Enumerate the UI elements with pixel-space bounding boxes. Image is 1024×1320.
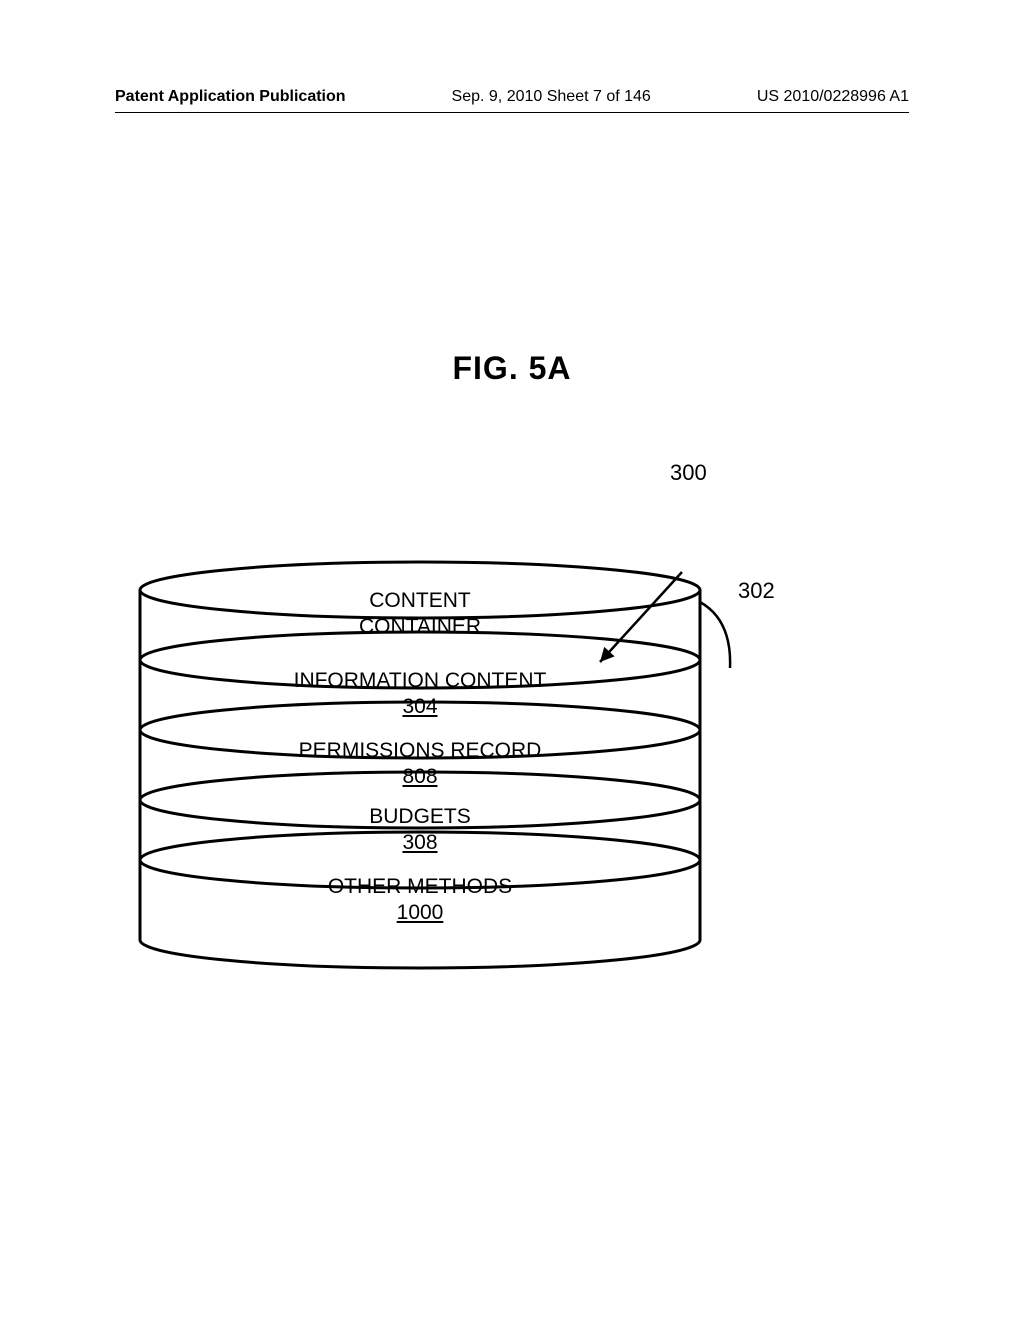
layer-label-line1: OTHER METHODS <box>328 875 512 898</box>
layer-ref-number: 304 <box>402 695 437 718</box>
cylinder-layer: CONTENT CONTAINER <box>140 588 700 641</box>
layer-label-line2: CONTAINER <box>359 615 481 638</box>
layer-ref-number: 808 <box>402 765 437 788</box>
diagram-container: 300 302 CONTENTCONTAINERINFORMATION CONT… <box>130 460 810 960</box>
layer-label-line1: CONTENT <box>369 589 471 612</box>
cylinder-layer: INFORMATION CONTENT 304 <box>140 668 700 721</box>
header-mid: Sep. 9, 2010 Sheet 7 of 146 <box>452 88 651 106</box>
header-right: US 2010/0228996 A1 <box>757 88 909 106</box>
cylinder-layer: BUDGETS 308 <box>140 804 700 857</box>
layer-label-line1: INFORMATION CONTENT <box>294 669 547 692</box>
cylinder-layer: OTHER METHODS 1000 <box>140 874 700 927</box>
cylinder-layer: PERMISSIONS RECORD 808 <box>140 738 700 791</box>
layer-label-line1: BUDGETS <box>369 805 471 828</box>
header-divider <box>115 112 909 113</box>
ref-label-300: 300 <box>670 460 707 486</box>
layer-ref-number: 1000 <box>397 901 444 924</box>
header-left: Patent Application Publication <box>115 88 346 106</box>
figure-title: FIG. 5A <box>0 350 1024 387</box>
layer-label-line1: PERMISSIONS RECORD <box>299 739 542 762</box>
page-header: Patent Application Publication Sep. 9, 2… <box>0 88 1024 106</box>
layer-ref-number: 308 <box>402 831 437 854</box>
